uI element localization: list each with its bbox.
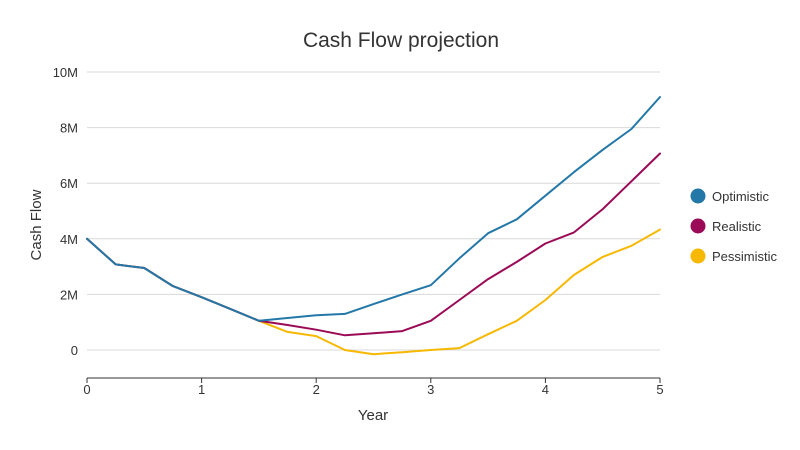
y-tick-label: 10M xyxy=(53,65,78,80)
legend-marker-pessimistic xyxy=(690,248,706,264)
legend: Optimistic Realistic Pessimistic xyxy=(690,188,778,264)
series-lines xyxy=(86,96,661,356)
x-tick-label: 1 xyxy=(198,382,205,397)
y-axis-title: Cash Flow xyxy=(28,189,45,260)
legend-label-pessimistic: Pessimistic xyxy=(712,249,778,264)
x-axis-ticks: 0 1 2 3 4 5 xyxy=(83,378,664,397)
x-tick-label: 2 xyxy=(313,382,320,397)
x-axis-title: Year xyxy=(358,407,388,424)
legend-marker-realistic xyxy=(690,218,706,234)
series-line-optimistic xyxy=(86,96,661,322)
x-tick-label: 4 xyxy=(542,382,549,397)
x-tick-label: 5 xyxy=(656,382,663,397)
legend-label-realistic: Realistic xyxy=(712,219,762,234)
x-tick-label: 0 xyxy=(83,382,90,397)
y-tick-label: 2M xyxy=(60,287,78,302)
y-tick-label: 0 xyxy=(71,343,78,358)
series-line-realistic xyxy=(86,152,661,337)
legend-marker-optimistic xyxy=(690,188,706,204)
x-tick-label: 3 xyxy=(427,382,434,397)
y-tick-label: 4M xyxy=(60,232,78,247)
y-axis-ticks: 0 2M 4M 6M 8M 10M xyxy=(53,65,78,358)
chart-title: Cash Flow projection xyxy=(303,29,499,52)
y-tick-label: 6M xyxy=(60,176,78,191)
gridlines xyxy=(87,71,660,351)
series-line-pessimistic xyxy=(86,228,661,356)
legend-label-optimistic: Optimistic xyxy=(712,189,770,204)
y-tick-label: 8M xyxy=(60,121,78,136)
